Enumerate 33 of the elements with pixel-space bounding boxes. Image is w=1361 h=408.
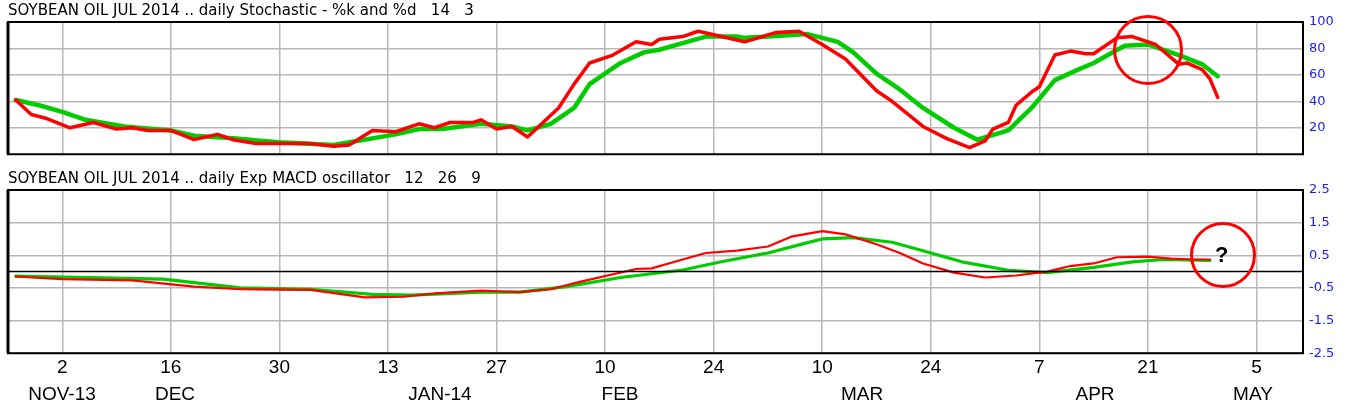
x-tick-label: 2 (56, 355, 68, 377)
y-tick-label: 0.5 (1309, 246, 1330, 262)
x-tick-label: 16 (160, 355, 182, 377)
x-tick-label: 24 (920, 355, 942, 377)
text: MAY (1233, 383, 1273, 405)
x-tick-label: 10 (594, 355, 616, 377)
y-tick-label: -1.5 (1309, 311, 1335, 327)
y-tick-label: 100 (1309, 13, 1334, 29)
y-tick-label: 20 (1309, 119, 1326, 135)
y-tick-label: 1.5 (1309, 214, 1330, 230)
y-tick-label: 40 (1309, 92, 1326, 108)
y-tick-label: -0.5 (1309, 279, 1335, 295)
y-tick-label: 80 (1309, 39, 1326, 55)
x-tick-label: 10 (811, 355, 833, 377)
x-tick-label: 5 (1251, 355, 1262, 377)
y-tick-label: 2.5 (1309, 181, 1330, 197)
text: DEC (154, 383, 196, 405)
x-tick-label: 13 (377, 355, 399, 377)
y-tick-label: -2.5 (1309, 344, 1335, 360)
chart-title: SOYBEAN OIL JUL 2014 .. daily Stochastic - %k and %d 14 3 (8, 0, 474, 19)
x-tick-label: 7 (1034, 355, 1045, 377)
text: APR (1075, 383, 1115, 405)
chart-title: SOYBEAN OIL JUL 2014 .. daily Exp MACD oscillator 12 26 9 (8, 168, 481, 187)
x-tick-label: 24 (703, 355, 725, 377)
text: JAN-14 (408, 383, 472, 405)
x-tick-label: 21 (1137, 355, 1159, 377)
text: NOV-13 (28, 383, 96, 405)
y-tick-label: 60 (1309, 66, 1326, 82)
annotation: ? (1215, 242, 1229, 269)
text: FEB (601, 383, 639, 405)
x-tick-label: 27 (485, 355, 508, 377)
x-tick-label: 30 (268, 355, 290, 377)
text: MAR (840, 383, 884, 405)
